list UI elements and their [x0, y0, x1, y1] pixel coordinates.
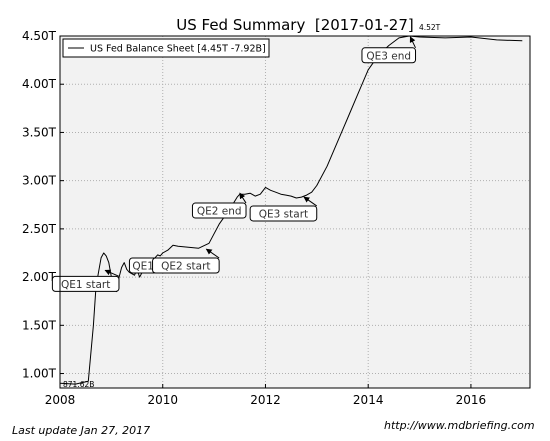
annotation-arrow — [205, 248, 220, 259]
legend: US Fed Balance Sheet [4.45T -7.92B] — [62, 38, 270, 58]
x-tick-label: 2010 — [147, 393, 178, 407]
annotation-label: QE3 end — [366, 50, 411, 62]
annotation-label: QE1 — [132, 261, 154, 273]
annotation-box — [191, 202, 247, 219]
annotation-arrow — [239, 192, 247, 204]
y-tick-label: 2.00T — [22, 270, 57, 284]
y-tick-label: 3.00T — [22, 174, 57, 188]
annotation-arrow — [104, 269, 120, 277]
y-tick-label: 1.50T — [22, 318, 57, 332]
annotation-box — [361, 47, 417, 64]
annotation-arrow — [303, 196, 318, 207]
annotation-box — [152, 257, 220, 274]
annotation-arrow — [409, 36, 416, 49]
point-value-label: 4.52T — [419, 23, 441, 32]
x-tick-label: 2016 — [456, 393, 487, 407]
y-tick-label: 1.00T — [22, 367, 57, 381]
legend-entry: US Fed Balance Sheet [4.45T -7.92B] — [90, 44, 266, 55]
axis-ticks: 2008 2010 2012 2014 2016 1.00T 1.50T 2.00T 2.50T… — [22, 29, 486, 407]
y-tick-label: 4.50T — [22, 29, 57, 43]
last-update-note: Last update Jan 27, 2017 — [12, 424, 151, 437]
y-tick-label: 2.50T — [22, 222, 57, 236]
x-tick-label: 2008 — [45, 393, 76, 407]
annotation-label: QE2 end — [197, 206, 242, 218]
annotation-label: QE1 start — [61, 279, 110, 291]
y-tick-label: 4.00T — [22, 77, 57, 91]
chart-title: US Fed Summary [2017-01-27] — [176, 16, 414, 34]
legend-box — [62, 38, 270, 58]
annotations: QE1 start QE1 QE2 start QE2 end QE3 start QE3… — [51, 23, 441, 389]
annotation-label: QE3 start — [259, 208, 308, 220]
annotation-label: QE2 start — [161, 261, 210, 273]
x-tick-label: 2014 — [353, 393, 384, 407]
annotation-box — [249, 205, 318, 222]
annotation-box — [51, 275, 120, 292]
source-url: http://www.mdbriefing.com — [384, 419, 535, 432]
point-value-label: 871.62B — [63, 380, 94, 389]
x-tick-label: 2012 — [250, 393, 281, 407]
plot-frame — [59, 35, 531, 389]
y-tick-label: 3.50T — [22, 125, 57, 139]
grid — [59, 35, 530, 388]
